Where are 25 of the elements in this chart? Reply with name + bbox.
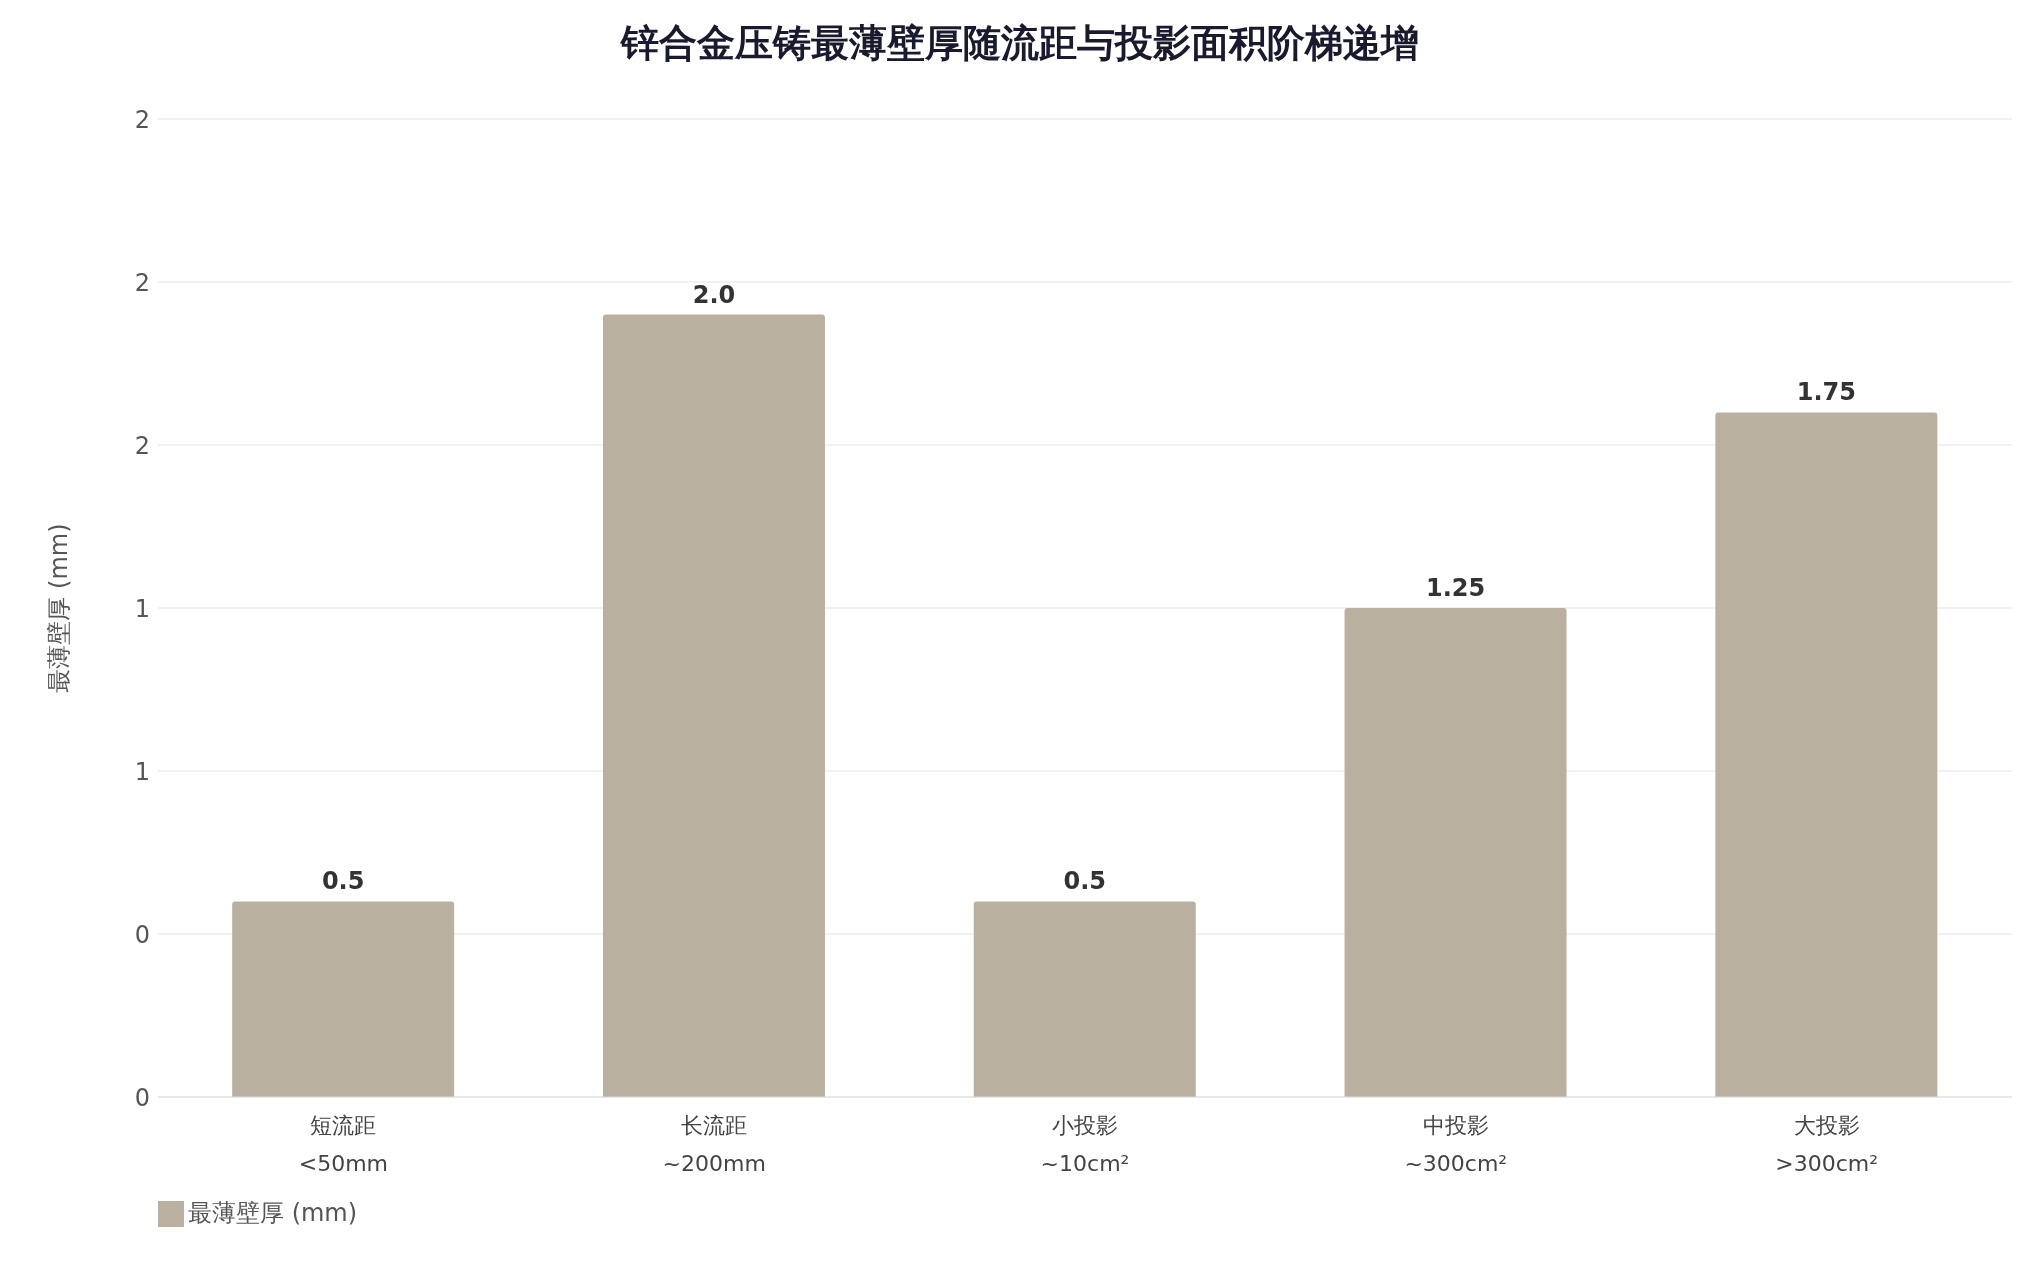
y-tick-label: 0 bbox=[134, 920, 150, 949]
y-tick-label: 1 bbox=[134, 594, 150, 623]
data-label: 0.5 bbox=[321, 867, 365, 896]
x-tick-label: 短流距 <50mm bbox=[298, 1113, 389, 1176]
x-tick-label: 大投影 >300cm² bbox=[1775, 1113, 1878, 1176]
x-tick-label: 小投影 ~10cm² bbox=[1040, 1113, 1130, 1176]
y-axis-title: 最薄壁厚 (mm) bbox=[44, 523, 73, 693]
y-tick-label: 2 bbox=[134, 268, 150, 297]
y-tick-label: 1 bbox=[134, 757, 150, 786]
chart-title: 锌合金压铸最薄壁厚随流距与投影面积阶梯递增 bbox=[619, 20, 1420, 67]
data-label: 0.5 bbox=[1063, 867, 1107, 896]
data-label: 1.75 bbox=[1796, 378, 1856, 407]
x-tick-label: 长流距 ~200mm bbox=[662, 1113, 766, 1176]
data-label: 2.0 bbox=[692, 280, 736, 309]
bar bbox=[973, 901, 1196, 1097]
y-tick-label: 0 bbox=[134, 1083, 150, 1112]
bar bbox=[1344, 608, 1567, 1097]
bar bbox=[232, 901, 455, 1097]
data-label: 1.25 bbox=[1425, 574, 1486, 602]
legend-label: 最薄壁厚 (mm) bbox=[188, 1199, 358, 1227]
x-tick-label: 中投影 ~300cm² bbox=[1404, 1113, 1508, 1176]
y-tick-label: 2 bbox=[134, 431, 150, 460]
bar bbox=[602, 314, 825, 1097]
y-tick-label: 2 bbox=[134, 105, 150, 134]
bar bbox=[1715, 412, 1938, 1097]
